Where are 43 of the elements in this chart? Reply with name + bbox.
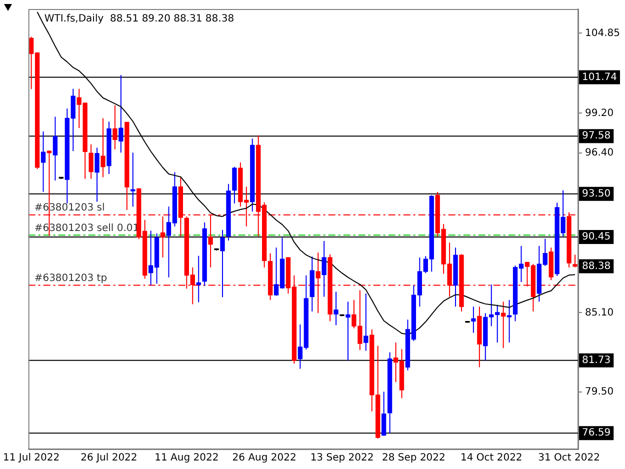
y-tick-label: 79.50 bbox=[585, 386, 614, 398]
candlestick bbox=[334, 291, 338, 326]
x-tick-label: 13 Sep 2022 bbox=[310, 452, 374, 464]
candlestick bbox=[112, 104, 118, 150]
candlestick bbox=[100, 118, 106, 178]
ref-line-label: 76.59 bbox=[582, 428, 611, 439]
candlestick bbox=[381, 391, 386, 436]
x-tick-label: 26 Jul 2022 bbox=[80, 452, 138, 464]
x-tick-label: 26 Aug 2022 bbox=[232, 452, 296, 464]
candlestick bbox=[364, 292, 368, 352]
ref-line-label: 101.74 bbox=[582, 72, 618, 83]
y-tick-label: 85.10 bbox=[585, 307, 614, 318]
y-tick-label: 104.85 bbox=[585, 28, 620, 39]
candlestick bbox=[94, 147, 100, 202]
y-tick-label: 96.40 bbox=[585, 147, 614, 158]
candlestick bbox=[471, 306, 476, 334]
text: WTI.fs,Daily 88.51 89.20 88.31 88.38 bbox=[44, 14, 234, 25]
ref-line-label: 90.45 bbox=[582, 232, 611, 243]
candlestick bbox=[572, 254, 578, 268]
candlestick bbox=[118, 74, 124, 154]
candlestick bbox=[232, 166, 237, 204]
annotation: 88.38 bbox=[582, 260, 611, 272]
x-tick-label: 31 Oct 2022 bbox=[538, 452, 600, 464]
candlestick bbox=[220, 229, 225, 298]
ref-line-label: #63801203 tp bbox=[34, 272, 108, 284]
candlestick bbox=[160, 216, 166, 258]
x-tick-label: 14 Oct 2022 bbox=[460, 452, 522, 464]
y-tick-label: 99.20 bbox=[585, 108, 614, 119]
ref-line-label: 81.73 bbox=[582, 355, 611, 366]
candlestick bbox=[322, 240, 326, 298]
candlestick bbox=[130, 152, 136, 208]
ref-line-label: 97.58 bbox=[582, 130, 611, 142]
x-tick-label: 11 Jul 2022 bbox=[3, 452, 60, 464]
candlestick bbox=[40, 130, 46, 192]
x-tick-label: 28 Sep 2022 bbox=[382, 452, 446, 464]
candlestick bbox=[88, 144, 94, 180]
candlestick bbox=[346, 301, 350, 362]
ref-line-label: 93.50 bbox=[582, 188, 611, 200]
candlestick bbox=[52, 116, 58, 182]
x-tick-label: 11 Aug 2022 bbox=[154, 452, 219, 464]
candlestick bbox=[500, 301, 506, 349]
candlestick bbox=[196, 255, 201, 303]
candlestick bbox=[506, 299, 512, 343]
